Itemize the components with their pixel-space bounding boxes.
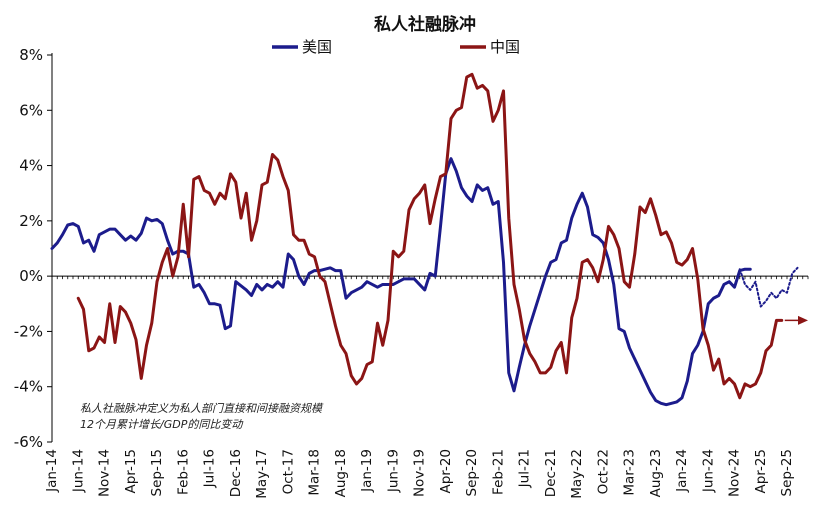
y-tick-label: 4% (19, 157, 43, 175)
y-tick-label: -4% (14, 378, 43, 396)
chart-title: 私人社融脉冲 (374, 14, 476, 35)
y-tick-label: -2% (14, 322, 43, 340)
x-tick-label: Jan-19 (359, 449, 375, 493)
x-tick-label: Dec-16 (228, 449, 244, 497)
arrow-head (798, 315, 808, 325)
y-axis: 8% 6% 4% 2% 0% -2% -4% -6% (14, 46, 53, 451)
series-line-china (76, 72, 784, 400)
x-tick-label: Oct-22 (595, 449, 611, 494)
x-tick-label: Nov-19 (412, 449, 428, 497)
x-tick-label: Oct-17 (280, 449, 296, 494)
x-tick-label: Jan-14 (44, 449, 60, 493)
projection-arrow (784, 315, 808, 325)
legend-label-china: 中国 (490, 38, 520, 56)
legend-label-us: 美国 (302, 38, 332, 56)
x-tick-label: Mar-23 (622, 449, 638, 496)
x-tick-label: Jul-21 (517, 449, 533, 488)
annotation-line-1: 私人社融脉冲定义为私人部门直接和间接融资规模 (80, 402, 324, 415)
x-tick-label: Apr-15 (123, 449, 139, 494)
x-tick-label: Nov-24 (727, 449, 743, 497)
y-tick-label: 0% (19, 267, 43, 285)
x-tick-label: Sep-25 (779, 449, 795, 497)
x-tick-label: Aug-23 (648, 449, 664, 497)
x-axis: Jan-14 Jun-14 Nov-14 Apr-15 Sep-15 Feb-16 Jul-… (44, 275, 809, 499)
x-tick-label: Nov-14 (97, 449, 113, 497)
x-tick-label: Sep-15 (149, 449, 165, 497)
x-tick-label: Jan-24 (674, 449, 690, 493)
legend: 美国 中国 (272, 38, 520, 56)
y-tick-label: 2% (19, 212, 43, 230)
x-tick-label: Feb-16 (175, 449, 191, 495)
x-tick-label: Mar-18 (307, 449, 323, 496)
x-tick-label: May-17 (254, 449, 270, 499)
x-tick-label: Sep-20 (464, 449, 480, 497)
x-tick-label: Jun-19 (385, 449, 401, 493)
x-tick-label: Apr-25 (753, 449, 769, 494)
x-tick-label: May-22 (569, 449, 585, 499)
x-tick-label: Jun-24 (700, 449, 716, 493)
y-tick-label: -6% (14, 433, 43, 451)
x-tick-label: Apr-20 (438, 449, 454, 494)
series-line-us_forecast (738, 266, 799, 308)
x-tick-label: Dec-21 (543, 449, 559, 497)
y-tick-label: 8% (19, 46, 43, 64)
series-lines (50, 72, 799, 407)
annotation: 私人社融脉冲定义为私人部门直接和间接融资规模 12个月累计增长/GDP的同比变动 (80, 402, 324, 431)
x-tick-label: Jun-14 (70, 449, 86, 493)
y-tick-label: 6% (19, 101, 43, 119)
x-tick-label: Jul-16 (202, 449, 218, 488)
x-tick-label: Feb-21 (490, 449, 506, 495)
annotation-line-2: 12个月累计增长/GDP的同比变动 (80, 418, 244, 431)
series-line-us (50, 157, 752, 407)
x-tick-label: Aug-18 (333, 449, 349, 497)
